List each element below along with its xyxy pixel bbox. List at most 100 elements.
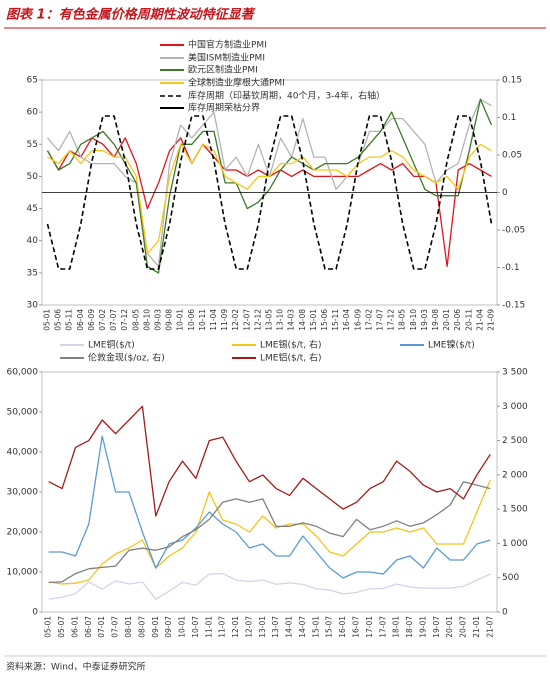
y-tick-label: 50,000: [7, 408, 39, 418]
plot-frame: [41, 371, 498, 613]
x-tick-label: 10-01: [176, 309, 185, 331]
series-line: [48, 481, 491, 584]
x-tick-label: 06-07: [84, 616, 93, 638]
x-tick-label: 07-12: [120, 309, 129, 331]
x-tick-label: 19-08: [431, 309, 440, 331]
x-tick-label: 15-11: [331, 309, 340, 331]
x-tick-label: 09-03: [154, 309, 163, 331]
x-tick-label: 06-04: [76, 309, 85, 331]
y-tick-label: 10,000: [7, 568, 39, 578]
series-line: [46, 115, 493, 270]
x-tick-label: 05-01: [44, 616, 53, 638]
y-tick-label: 45: [27, 204, 38, 214]
x-tick-label: 10-11: [198, 309, 207, 331]
x-tick-label: 11-07: [218, 616, 227, 638]
x-tick-label: 18-05: [398, 309, 407, 331]
x-tick-label: 11-01: [204, 616, 213, 638]
x-tick-label: 16-01: [338, 616, 347, 638]
x-tick-label: 12-12: [253, 309, 262, 331]
x-tick-label: 07-07: [109, 309, 118, 331]
x-tick-label: 12-01: [231, 616, 240, 638]
y2-tick-label: 2 000: [502, 470, 528, 480]
y-tick-label: 60: [27, 108, 39, 118]
y-tick-label: 60,000: [7, 368, 39, 378]
x-tick-label: 07-01: [97, 616, 106, 638]
x-tick-label: 13-07: [271, 616, 280, 638]
x-tick-label: 13-01: [258, 616, 267, 638]
series-line: [46, 98, 493, 274]
y2-tick-label: 0: [502, 608, 508, 618]
y2-tick-label: 0.05: [502, 151, 522, 161]
x-tick-label: 10-06: [187, 309, 196, 331]
series-line: [48, 479, 491, 585]
x-tick-label: 21-07: [485, 616, 494, 638]
x-tick-label: 20-11: [464, 309, 473, 331]
y2-tick-label: 3 500: [502, 368, 528, 378]
x-tick-label: 14-01: [285, 616, 294, 638]
page-title: 图表 1：有色金属价格周期性波动特征显著: [6, 7, 257, 23]
x-tick-label: 14-07: [298, 616, 307, 638]
x-tick-label: 18-01: [392, 616, 401, 638]
x-tick-label: 12-02: [231, 309, 240, 331]
x-tick-label: 14-08: [298, 309, 307, 331]
legend-label: LME铝($/t, 右): [260, 352, 322, 364]
x-tick-label: 14-03: [287, 309, 296, 331]
x-tick-label: 19-03: [420, 309, 429, 331]
y2-tick-label: 2 500: [502, 436, 528, 446]
series-line: [48, 435, 491, 579]
x-tick-label: 08-05: [131, 309, 140, 331]
x-tick-label: 15-07: [325, 616, 334, 638]
x-tick-label: 21-04: [475, 309, 484, 331]
x-tick-label: 15-06: [320, 309, 329, 331]
x-tick-label: 13-05: [265, 309, 274, 331]
y2-tick-label: -0.1: [502, 263, 520, 273]
x-tick-label: 21-01: [472, 616, 481, 638]
source: 资料来源：Wind，中泰证券研究所: [6, 661, 146, 673]
x-tick-label: 13-10: [276, 309, 285, 331]
legend-label: 欧元区制造业PMI: [188, 64, 258, 76]
y-tick-label: 40: [27, 236, 39, 246]
x-tick-label: 08-01: [124, 616, 133, 638]
y2-tick-label: -0.15: [502, 301, 525, 311]
legend-label: 全球制造业摩根大通PMI: [188, 77, 285, 89]
legend-label: LME铜($/t): [88, 339, 135, 351]
x-tick-label: 15-01: [311, 616, 320, 638]
y2-tick-label: 0: [502, 188, 508, 198]
x-tick-label: 17-12: [387, 309, 396, 331]
legend-label: LME镍($/t): [428, 339, 475, 351]
x-tick-label: 16-09: [353, 309, 362, 331]
x-tick-label: 17-07: [378, 616, 387, 638]
y-tick-label: 55: [27, 140, 38, 150]
y2-tick-label: 3 000: [502, 402, 528, 412]
y-tick-label: 0: [32, 608, 38, 618]
series-line: [47, 143, 492, 255]
y2-tick-label: -0.05: [502, 226, 525, 236]
x-tick-label: 16-04: [342, 309, 351, 331]
legend-label: 伦敦金现($/oz, 右): [88, 352, 165, 364]
y2-tick-label: 1 000: [502, 539, 528, 549]
x-tick-label: 11-04: [209, 309, 218, 331]
series-line: [47, 98, 492, 268]
x-tick-label: 05-07: [57, 616, 66, 638]
x-tick-label: 09-08: [165, 309, 174, 331]
x-tick-label: 05-01: [43, 309, 52, 331]
x-tick-label: 07-07: [111, 616, 120, 638]
legend-label: LME锡($/t, 右): [260, 339, 322, 351]
x-tick-label: 21-09: [486, 309, 495, 331]
y-tick-label: 20,000: [7, 528, 39, 538]
x-tick-label: 19-07: [432, 616, 441, 638]
y2-tick-label: 1 500: [502, 505, 528, 515]
y-tick-label: 30: [27, 301, 39, 311]
x-tick-label: 08-10: [142, 309, 151, 331]
x-tick-label: 16-07: [351, 616, 360, 638]
series-line: [48, 572, 491, 600]
x-tick-label: 20-07: [459, 616, 468, 638]
x-tick-label: 12-07: [244, 616, 253, 638]
y2-tick-label: 0.1: [502, 113, 516, 123]
y-tick-label: 50: [27, 172, 39, 182]
x-tick-label: 19-01: [418, 616, 427, 638]
y-tick-label: 30,000: [7, 488, 39, 498]
x-tick-label: 05-11: [65, 309, 74, 331]
x-tick-label: 17-01: [365, 616, 374, 638]
